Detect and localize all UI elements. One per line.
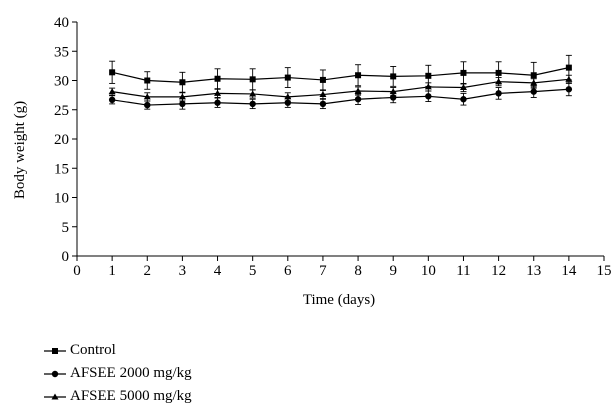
data-point-triangle: [249, 90, 257, 97]
x-tick-label: 0: [73, 263, 81, 279]
x-tick-label: 4: [214, 263, 222, 279]
x-tick-label: 8: [354, 263, 362, 279]
x-tick-label: 14: [561, 263, 577, 279]
data-point-triangle: [108, 88, 116, 95]
legend-item-afsee-2000: AFSEE 2000 mg/kg: [44, 362, 192, 385]
data-point-triangle: [495, 78, 503, 85]
y-tick-label: 25: [54, 103, 69, 119]
x-tick-label: 15: [597, 263, 612, 279]
data-point-square: [319, 76, 326, 83]
data-point-square: [530, 72, 537, 79]
data-point-square: [249, 76, 256, 83]
data-point-square: [355, 72, 362, 79]
triangle-marker-icon: [44, 393, 66, 399]
square-marker-icon: [44, 347, 66, 354]
data-point-square: [565, 64, 572, 71]
x-tick-label: 1: [108, 263, 116, 279]
data-point-circle: [460, 96, 467, 103]
x-tick-label: 3: [179, 263, 187, 279]
series-afsee-5000-mg-kg: [108, 74, 573, 102]
data-point-triangle: [424, 83, 432, 90]
x-tick-label: 10: [421, 263, 436, 279]
data-point-square: [460, 69, 467, 76]
series-control: [109, 54, 572, 93]
data-point-circle: [425, 93, 432, 100]
data-point-triangle: [389, 88, 397, 95]
data-point-circle: [144, 101, 151, 109]
data-point-square: [284, 74, 291, 81]
data-point-square: [144, 77, 151, 84]
data-point-square: [109, 69, 116, 76]
legend-item-afsee-5000: AFSEE 5000 mg/kg: [44, 385, 192, 408]
data-point-triangle: [143, 93, 151, 100]
data-point-triangle: [354, 87, 362, 94]
y-tick-label: 40: [54, 15, 69, 31]
x-tick-label: 9: [389, 263, 397, 279]
data-point-circle: [495, 90, 502, 97]
y-tick-label: 35: [54, 44, 69, 60]
data-point-triangle: [284, 93, 292, 100]
data-point-triangle: [319, 91, 327, 98]
data-point-circle: [354, 96, 362, 103]
legend-label-afsee-2000: AFSEE 2000 mg/kg: [70, 365, 192, 381]
data-point-circle: [249, 100, 256, 108]
data-point-square: [425, 72, 432, 79]
x-tick-label: 13: [526, 263, 541, 279]
data-point-circle: [179, 100, 186, 108]
data-marks: [108, 54, 573, 110]
series-line: [111, 67, 569, 83]
x-tick-label: 11: [456, 263, 470, 279]
y-tick-label: 15: [54, 161, 69, 177]
series-afsee-2000-mg-kg: [108, 82, 573, 110]
data-point-triangle: [530, 79, 538, 86]
y-tick-label: 0: [62, 249, 70, 265]
circle-marker-icon: [44, 370, 66, 377]
legend-item-control: Control: [44, 339, 192, 362]
y-tick-label: 20: [54, 132, 69, 148]
data-point-triangle: [214, 89, 222, 96]
x-tick-label: 2: [144, 263, 152, 279]
legend-label-afsee-5000: AFSEE 5000 mg/kg: [70, 388, 192, 404]
legend: Control AFSEE 2000 mg/kg AFSEE 5000 mg/k…: [44, 339, 192, 408]
data-point-square: [495, 69, 502, 76]
data-point-circle: [214, 99, 221, 106]
x-tick-label: 12: [491, 263, 506, 279]
data-point-circle: [565, 86, 573, 93]
data-point-circle: [108, 96, 116, 104]
legend-label-control: Control: [70, 342, 116, 358]
data-point-triangle: [565, 75, 573, 82]
x-axis-label: Time (days): [303, 292, 375, 308]
data-point-triangle: [178, 93, 186, 100]
y-tick-label: 10: [54, 191, 69, 207]
data-point-triangle: [459, 84, 467, 91]
y-tick-label: 5: [62, 220, 70, 236]
x-tick-label: 5: [249, 263, 257, 279]
y-axis-label: Body weight (g): [12, 101, 28, 199]
data-point-square: [390, 73, 397, 80]
y-tick-label: 30: [54, 74, 69, 90]
data-point-circle: [319, 100, 327, 108]
data-point-square: [179, 79, 186, 86]
data-point-square: [214, 75, 221, 82]
series-line: [112, 88, 569, 106]
x-tick-label: 6: [284, 263, 292, 279]
x-tick-label: 7: [319, 263, 327, 279]
data-point-circle: [530, 88, 537, 95]
series-line: [112, 78, 569, 98]
